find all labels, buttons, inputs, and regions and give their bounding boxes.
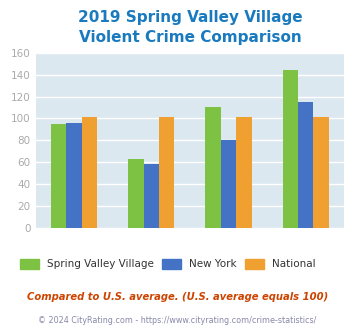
Bar [221,140,236,228]
Bar [313,117,329,228]
Bar [298,102,313,228]
Bar [205,108,221,228]
Bar [51,124,66,228]
Text: © 2024 CityRating.com - https://www.cityrating.com/crime-statistics/: © 2024 CityRating.com - https://www.city… [38,316,317,325]
Legend: Spring Valley Village, New York, National: Spring Valley Village, New York, Nationa… [16,255,320,274]
Bar [82,117,97,228]
Bar [159,117,174,228]
Title: 2019 Spring Valley Village
Violent Crime Comparison: 2019 Spring Valley Village Violent Crime… [78,10,302,45]
Bar [66,123,82,228]
Bar [143,164,159,228]
Bar [128,159,143,228]
Bar [283,70,298,228]
Text: Compared to U.S. average. (U.S. average equals 100): Compared to U.S. average. (U.S. average … [27,292,328,302]
Bar [236,117,252,228]
